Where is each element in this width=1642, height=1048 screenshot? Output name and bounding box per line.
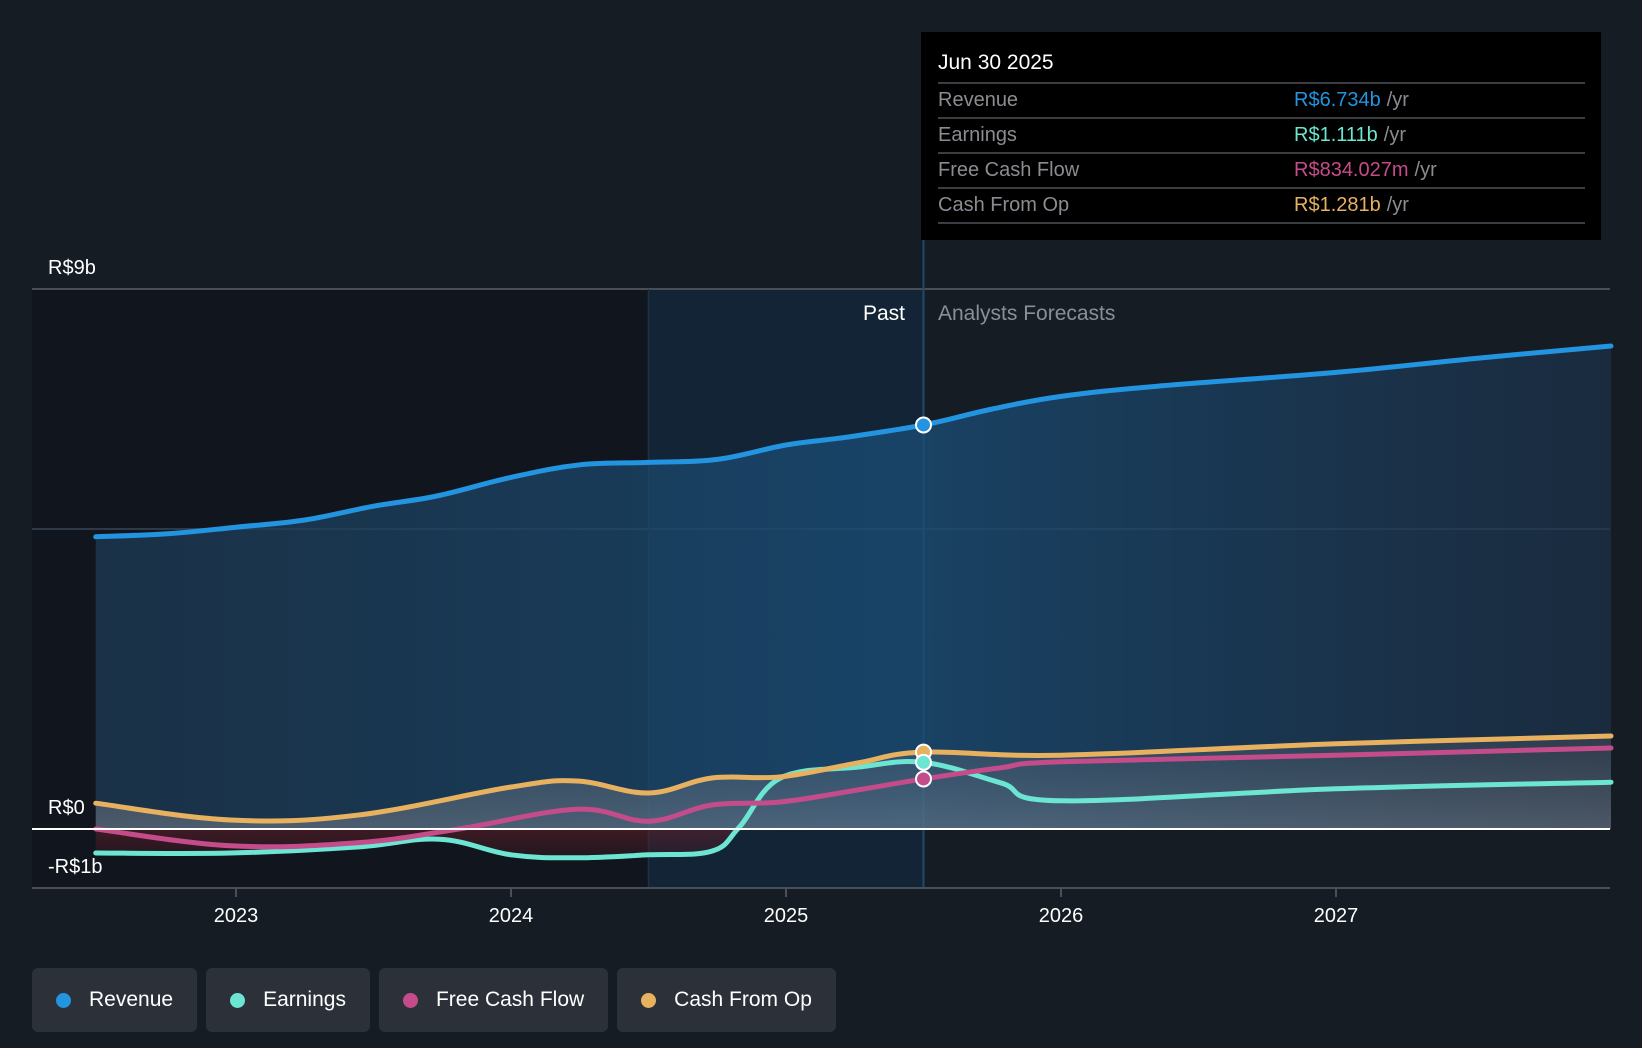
cash-from-op-dot-icon xyxy=(641,992,657,1008)
tooltip-label: Cash From Op xyxy=(938,194,1070,216)
earnings-line xyxy=(93,758,1614,861)
cfo-line xyxy=(93,733,1614,824)
tooltip-label: Earnings xyxy=(938,124,1017,146)
earnings-dot-icon xyxy=(230,992,246,1008)
tooltip: Jun 30 2025 Revenue R$6.734b /yr Earning… xyxy=(921,32,1601,240)
forecast-label: Analysts Forecasts xyxy=(938,302,1115,325)
legend-label: Free Cash Flow xyxy=(435,988,585,1011)
tooltip-unit: /yr xyxy=(1386,194,1409,216)
tooltip-row-earnings: Earnings R$1.111b /yr xyxy=(938,117,1585,152)
tooltip-label: Free Cash Flow xyxy=(938,159,1080,181)
revenue-line xyxy=(93,343,1614,540)
tooltip-row-free-cash-flow: Free Cash Flow R$834.027m /yr xyxy=(938,152,1585,187)
x-tick-label: 2027 xyxy=(1314,905,1359,927)
legend: Revenue Earnings Free Cash Flow Cash Fro… xyxy=(32,968,836,1032)
revenue-area xyxy=(95,346,1611,829)
tooltip-value: R$6.734b xyxy=(1294,89,1381,111)
fcf-line xyxy=(93,745,1614,850)
legend-label: Earnings xyxy=(263,988,346,1011)
y-tick-label: -R$1b xyxy=(48,856,102,878)
past-label: Past xyxy=(863,302,905,325)
tooltip-label: Revenue xyxy=(938,89,1019,111)
x-tick-label: 2026 xyxy=(1039,905,1084,927)
tooltip-value: R$834.027m xyxy=(1294,159,1409,181)
tooltip-value: R$1.281b xyxy=(1294,194,1381,216)
legend-item-free-cash-flow[interactable]: Free Cash Flow xyxy=(378,968,609,1032)
free-cash-flow-dot-icon xyxy=(402,992,418,1008)
tooltip-value: R$1.111b xyxy=(1294,124,1378,146)
legend-item-revenue[interactable]: Revenue xyxy=(32,968,198,1032)
legend-label: Revenue xyxy=(89,988,174,1011)
legend-label: Cash From Op xyxy=(674,988,812,1011)
x-tick-label: 2024 xyxy=(489,905,534,927)
revenue-dot-icon xyxy=(56,992,71,1008)
tooltip-unit: /yr xyxy=(1383,124,1406,146)
tooltip-unit: /yr xyxy=(1414,159,1437,181)
legend-item-cash-from-op[interactable]: Cash From Op xyxy=(617,968,836,1032)
tooltip-row-cash-from-op: Cash From Op R$1.281b /yr xyxy=(938,187,1585,224)
y-tick-label: R$9b xyxy=(48,257,96,279)
y-tick-label: R$0 xyxy=(48,797,85,819)
legend-item-earnings[interactable]: Earnings xyxy=(206,968,370,1032)
earnings-marker xyxy=(915,753,932,771)
revenue-marker xyxy=(915,416,932,434)
tooltip-unit: /yr xyxy=(1386,89,1409,111)
tooltip-date: Jun 30 2025 xyxy=(938,51,1054,74)
x-tick-label: 2023 xyxy=(214,905,259,927)
fcf-marker xyxy=(915,770,932,788)
x-tick-label: 2025 xyxy=(764,905,809,927)
tooltip-row-revenue: Revenue R$6.734b /yr xyxy=(938,82,1585,117)
